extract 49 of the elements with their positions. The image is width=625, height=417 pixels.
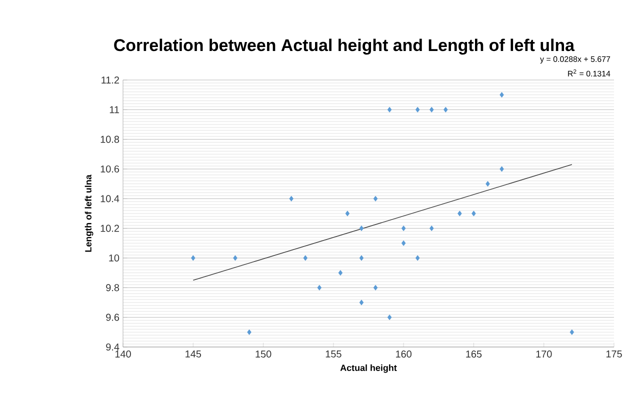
point <box>500 92 504 98</box>
point <box>458 210 462 216</box>
y-tick-label: 9.4 <box>106 343 120 351</box>
point <box>486 181 490 187</box>
point <box>500 166 504 172</box>
point <box>415 255 420 261</box>
x-axis-title: Actual height <box>340 364 397 373</box>
y-tick-label: 10.8 <box>100 136 120 143</box>
point <box>415 106 420 112</box>
chart-title: Correlation between Actual height and Length of left ulna <box>114 38 575 55</box>
y-tick-label: 10 <box>109 254 120 262</box>
point <box>317 284 322 290</box>
point <box>303 255 308 261</box>
x-tick-label: 155 <box>326 350 342 358</box>
x-tick-label: 160 <box>396 350 412 358</box>
point <box>387 314 392 320</box>
point <box>233 255 238 261</box>
x-tick-label: 170 <box>536 350 552 358</box>
y-tick-label: 10.6 <box>100 165 120 173</box>
point <box>387 106 392 112</box>
y-tick-label: 11.2 <box>102 76 119 84</box>
x-tick-label: 150 <box>256 350 272 358</box>
y-tick-label: 10.4 <box>100 195 120 202</box>
point <box>338 270 343 276</box>
point <box>373 284 378 290</box>
point <box>345 210 350 216</box>
point <box>401 226 406 232</box>
point <box>359 255 364 261</box>
y-axis-title: Length of left ulna <box>84 174 94 252</box>
point <box>359 300 364 306</box>
point <box>472 210 476 216</box>
y-tick-label: 11 <box>110 106 120 114</box>
point <box>429 226 434 232</box>
point <box>359 226 364 232</box>
point <box>289 196 294 202</box>
y-tick-label: 9.6 <box>106 314 120 321</box>
point <box>373 196 378 202</box>
point <box>570 329 574 335</box>
x-tick-label: 175 <box>606 350 622 358</box>
y-tick-label: 10.2 <box>100 224 119 232</box>
point <box>247 329 252 335</box>
y-tick-label: 9.8 <box>106 284 120 292</box>
x-tick-label: 140 <box>115 350 131 358</box>
x-tick-label: 145 <box>186 350 202 358</box>
point <box>401 240 406 246</box>
point <box>429 106 434 112</box>
x-tick-label: 165 <box>466 350 482 358</box>
point <box>191 255 196 261</box>
point <box>444 106 448 112</box>
